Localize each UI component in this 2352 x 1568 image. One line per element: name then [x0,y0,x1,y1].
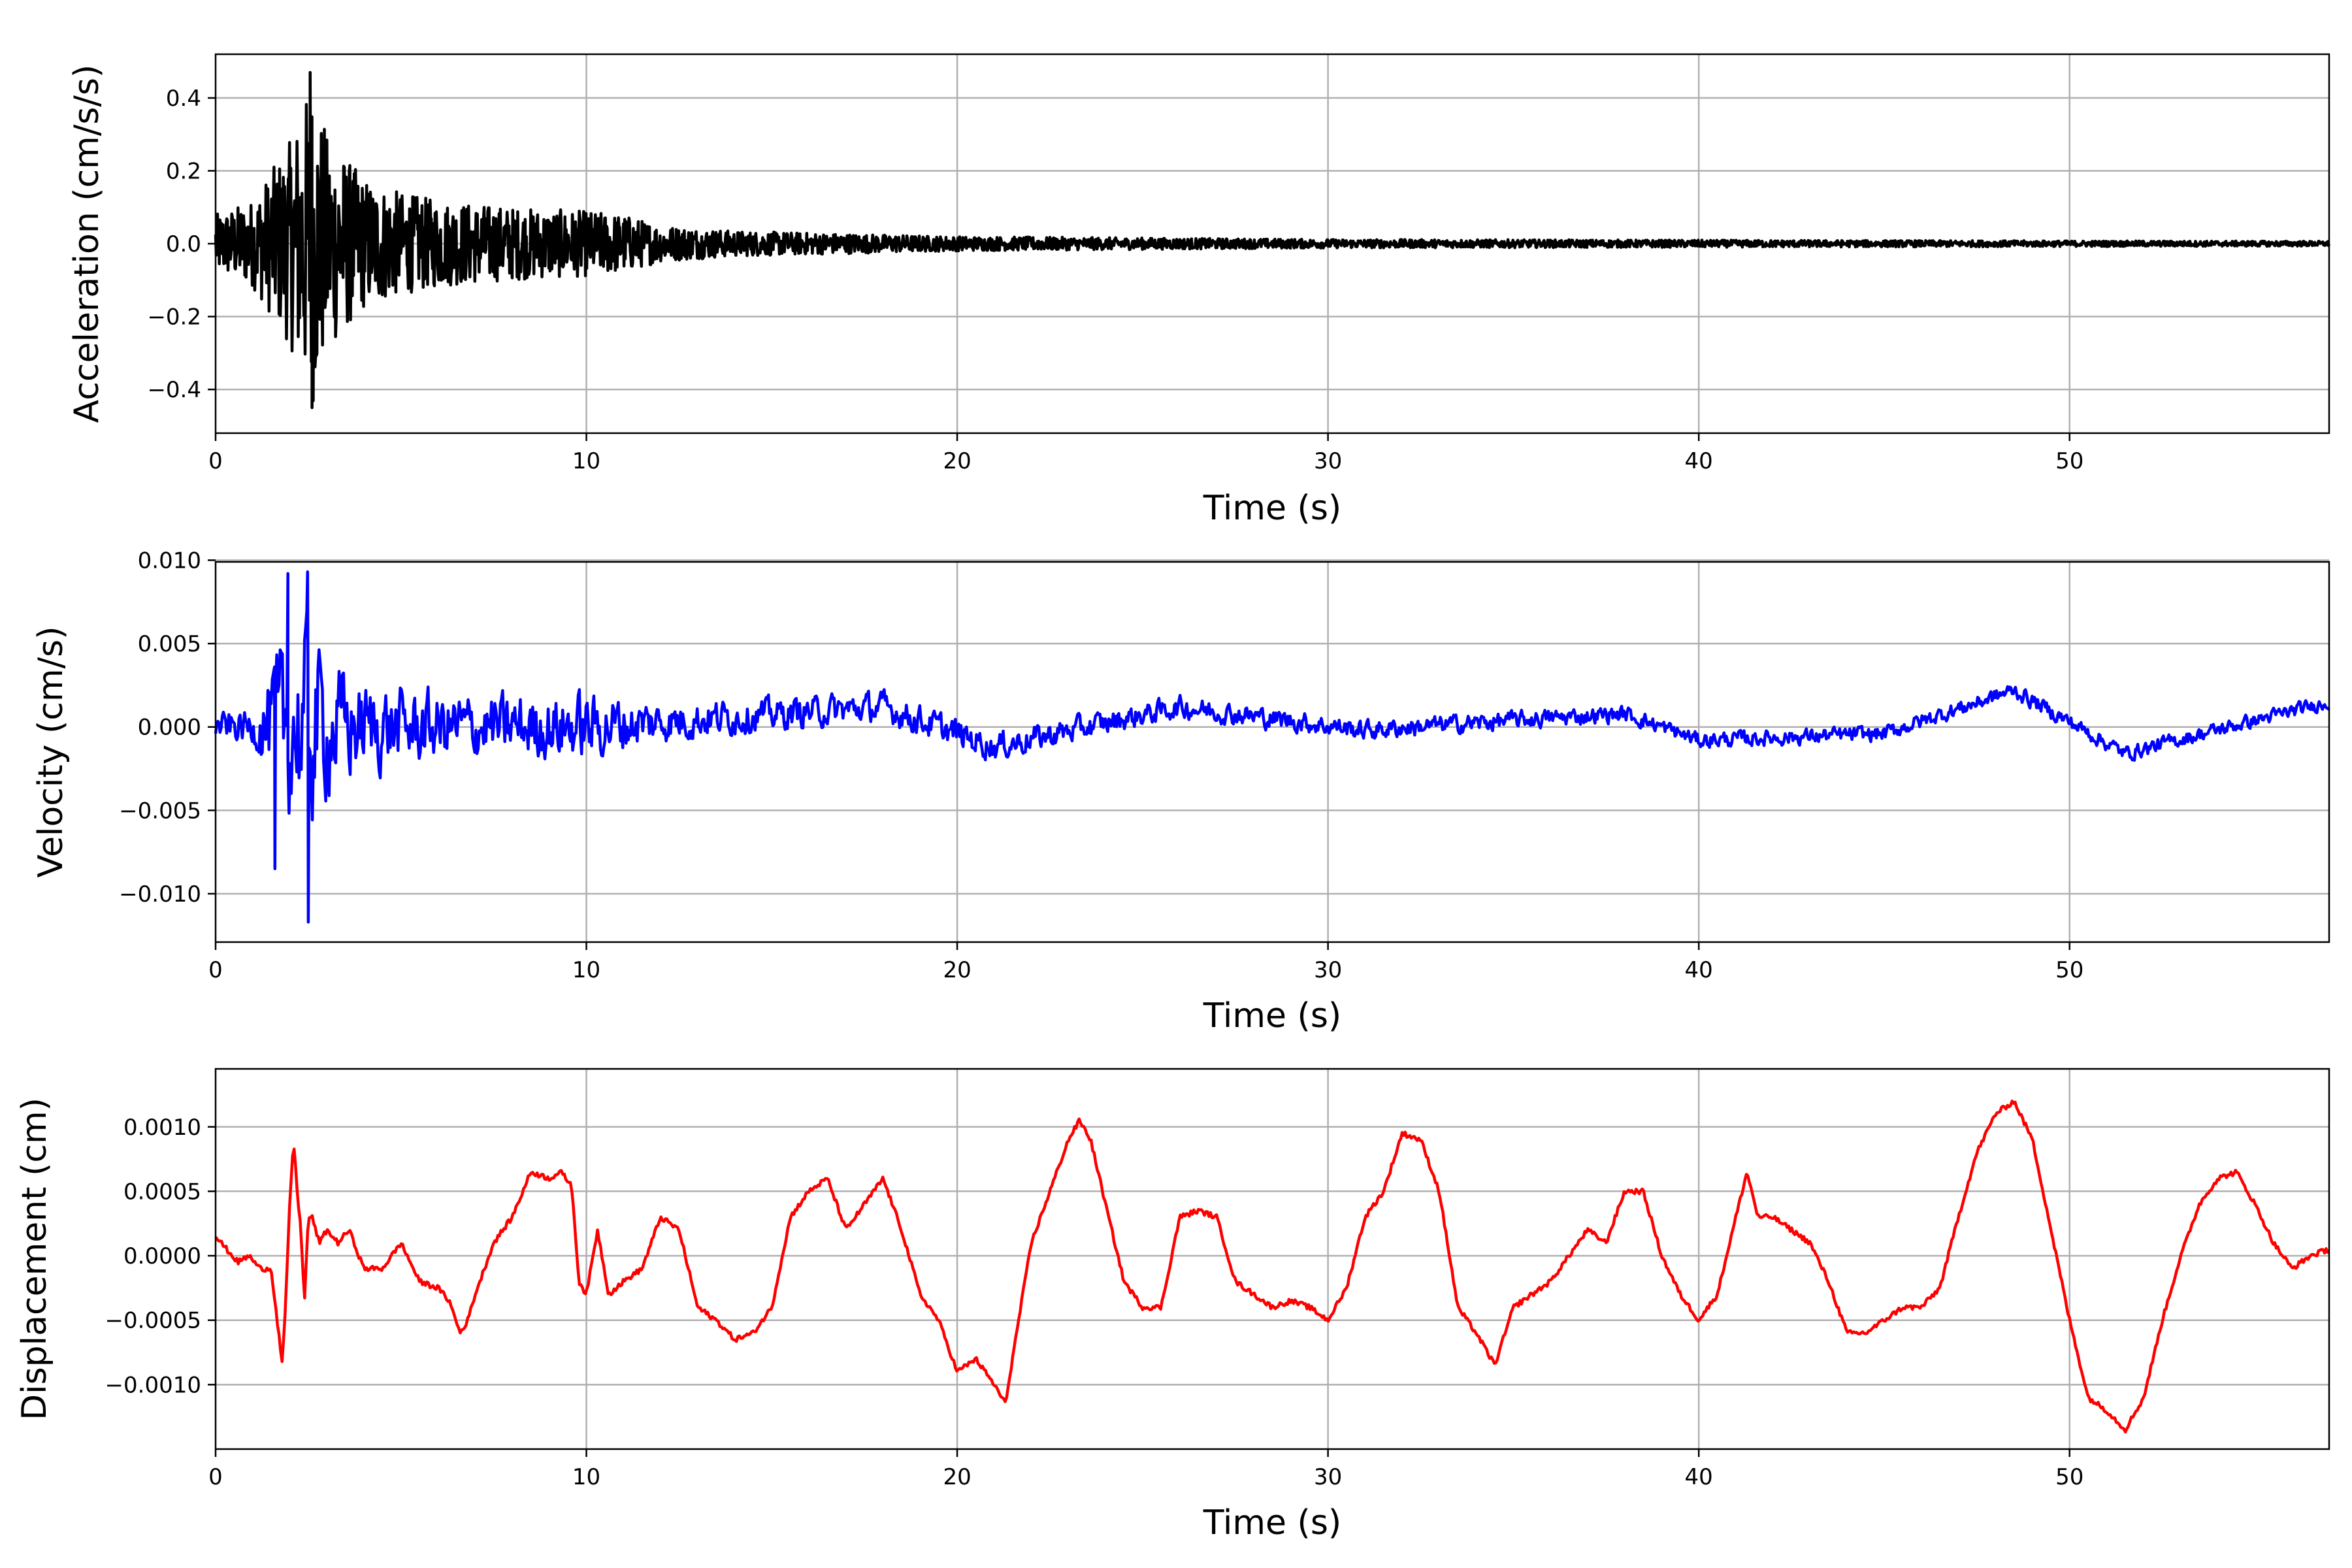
displacement-panel: 0 10 20 30 40 50 −0.0010 −0.0005 0.0000 0.0005 0.… [15,1068,2330,1543]
displacement-ytick-label-2: 0.0000 [123,1243,201,1269]
acceleration-xtick-label-3: 30 [1314,448,1342,474]
displacement-xtick-label-5: 50 [2055,1464,2083,1490]
acceleration-xtick-label-1: 10 [572,448,600,474]
velocity-x-ticks: 0 10 20 30 40 50 [208,942,2083,983]
velocity-x-axis-label: Time (s) [1203,996,1341,1036]
acceleration-xtick-label-2: 20 [943,448,971,474]
displacement-ytick-label-4: 0.0010 [123,1115,201,1141]
velocity-xtick-label-2: 20 [943,957,971,983]
displacement-xtick-label-4: 40 [1685,1464,1713,1490]
velocity-axes-frame [214,561,2330,943]
displacement-xtick-label-2: 20 [943,1464,971,1490]
velocity-xtick-label-3: 30 [1314,957,1342,983]
displacement-series-line [214,1100,2330,1434]
velocity-xtick-label-0: 0 [208,957,223,983]
acceleration-x-axis-label: Time (s) [1203,489,1341,528]
acceleration-ytick-label-0: −0.4 [147,377,201,403]
velocity-ytick-label-3: 0.005 [138,631,201,657]
displacement-x-ticks: 0 10 20 30 40 50 [208,1449,2083,1490]
velocity-y-ticks: −0.010 −0.005 0.000 0.005 0.010 [119,547,216,907]
displacement-xtick-label-3: 30 [1314,1464,1342,1490]
velocity-ytick-label-0: −0.010 [119,881,201,907]
velocity-y-axis-label: Velocity (cm/s) [31,627,71,878]
velocity-ytick-label-1: −0.005 [119,798,201,824]
displacement-x-axis-label: Time (s) [1203,1503,1341,1543]
acceleration-xtick-label-0: 0 [208,448,223,474]
displacement-ytick-label-3: 0.0005 [123,1179,201,1205]
acceleration-panel: 0 10 20 30 40 50 −0.4 −0.2 0.0 0.2 0.4 Time (s) A… [67,53,2331,528]
acceleration-y-axis-label: Acceleration (cm/s/s) [67,65,106,423]
acceleration-ytick-label-3: 0.2 [166,158,201,184]
velocity-ytick-label-2: 0.000 [138,715,201,741]
velocity-series-line [214,570,2330,924]
velocity-ytick-label-4: 0.010 [138,547,201,574]
acceleration-ytick-label-1: −0.2 [147,304,201,331]
displacement-xtick-label-1: 10 [572,1464,600,1490]
acceleration-y-ticks: −0.4 −0.2 0.0 0.2 0.4 [147,86,216,403]
velocity-xtick-label-5: 50 [2055,957,2083,983]
acceleration-xtick-label-5: 50 [2055,448,2083,474]
acceleration-x-ticks: 0 10 20 30 40 50 [208,433,2083,474]
velocity-xtick-label-4: 40 [1685,957,1713,983]
velocity-panel: 0 10 20 30 40 50 −0.010−0.0050.0000.0050.010 … [31,547,2330,1036]
acceleration-xtick-label-4: 40 [1685,448,1713,474]
displacement-xtick-label-0: 0 [208,1464,223,1490]
acceleration-ytick-label-2: 0.0 [166,231,201,257]
displacement-gridlines [216,1069,2329,1449]
velocity-gridlines [216,559,2329,942]
displacement-ytick-label-1: −0.0005 [105,1308,201,1334]
acceleration-ytick-label-4: 0.4 [166,86,201,112]
velocity-xtick-label-1: 10 [572,957,600,983]
displacement-y-axis-label: Displacement (cm) [15,1098,54,1420]
displacement-y-ticks: −0.0010 −0.0005 0.0000 0.0005 0.0010 [105,1115,216,1398]
displacement-axes-frame [214,1068,2330,1450]
displacement-ytick-label-0: −0.0010 [105,1372,201,1398]
acceleration-series-line [214,71,2331,410]
